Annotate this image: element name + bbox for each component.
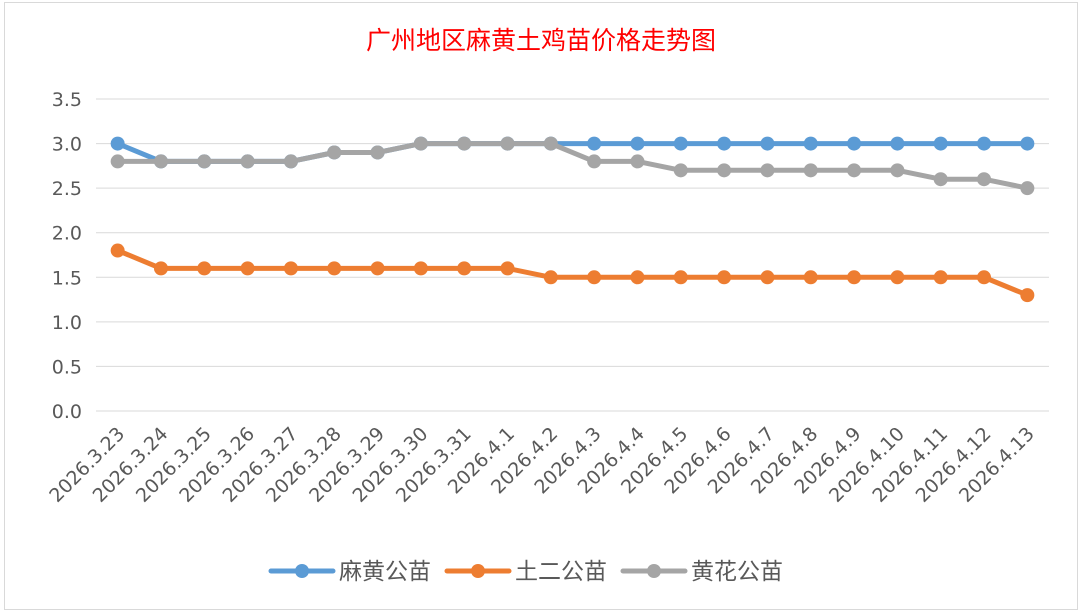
data-point bbox=[1020, 288, 1035, 303]
data-point bbox=[197, 261, 212, 276]
y-tick-label: 1.5 bbox=[52, 267, 82, 289]
data-point bbox=[500, 261, 515, 276]
legend-item: 黄花公苗 bbox=[620, 559, 783, 585]
legend-label: 土二公苗 bbox=[515, 559, 607, 585]
data-point bbox=[457, 136, 472, 151]
data-point bbox=[760, 270, 775, 285]
data-point bbox=[977, 172, 992, 187]
data-point bbox=[500, 136, 515, 151]
data-point bbox=[587, 154, 602, 169]
chart-title: 广州地区麻黄土鸡苗价格走势图 bbox=[366, 26, 716, 55]
data-point bbox=[413, 136, 428, 151]
x-axis: 2026.3.232026.3.242026.3.252026.3.262026… bbox=[45, 423, 1039, 507]
series-line bbox=[115, 141, 1030, 191]
data-point bbox=[977, 270, 992, 285]
chart-frame: 广州地区麻黄土鸡苗价格走势图 0.0 0.5 1.0 1.5 2.0 2.5 3.0 3.5 … bbox=[4, 2, 1078, 610]
line-chart: 广州地区麻黄土鸡苗价格走势图 0.00.51.01.52.02.53.03.5 … bbox=[45, 26, 1049, 585]
data-point bbox=[890, 136, 905, 151]
y-tick-label: 0.5 bbox=[52, 356, 82, 378]
legend-swatch-marker bbox=[647, 564, 661, 578]
data-point bbox=[760, 163, 775, 178]
y-axis: 0.0 0.5 1.0 1.5 2.0 2.5 3.0 3.5 bbox=[52, 89, 82, 423]
y-tick-label: 2.5 bbox=[52, 178, 82, 200]
grid-lines bbox=[96, 98, 1049, 412]
data-point bbox=[847, 270, 862, 285]
data-point bbox=[803, 163, 818, 178]
data-point bbox=[673, 270, 688, 285]
y-tick-label: 3.0 bbox=[52, 134, 82, 156]
data-point bbox=[240, 261, 255, 276]
data-point bbox=[933, 270, 948, 285]
legend: 麻黄公苗 土二公苗 黄花公苗 bbox=[268, 559, 783, 585]
data-point bbox=[1020, 181, 1035, 196]
legend-swatch-marker bbox=[471, 564, 485, 578]
data-point bbox=[630, 270, 645, 285]
data-point bbox=[413, 261, 428, 276]
series-1 bbox=[110, 243, 1035, 303]
data-point bbox=[197, 154, 212, 169]
legend-label: 麻黄公苗 bbox=[339, 559, 431, 585]
data-point bbox=[153, 261, 168, 276]
data-point bbox=[630, 154, 645, 169]
data-point bbox=[587, 270, 602, 285]
y-tick-label: 1.0 bbox=[52, 312, 82, 334]
data-point bbox=[110, 136, 125, 151]
data-point bbox=[327, 261, 342, 276]
data-point bbox=[933, 172, 948, 187]
series-2 bbox=[110, 136, 1035, 196]
data-point bbox=[110, 243, 125, 258]
series-line bbox=[115, 248, 1030, 298]
data-point bbox=[933, 136, 948, 151]
data-point bbox=[283, 154, 298, 169]
data-point bbox=[673, 163, 688, 178]
y-tick-label: 3.5 bbox=[52, 89, 82, 111]
data-point bbox=[890, 270, 905, 285]
data-point bbox=[110, 154, 125, 169]
data-point bbox=[543, 270, 558, 285]
data-point bbox=[717, 270, 732, 285]
data-point bbox=[587, 136, 602, 151]
data-point bbox=[847, 163, 862, 178]
data-point bbox=[977, 136, 992, 151]
data-point bbox=[847, 136, 862, 151]
data-point bbox=[673, 136, 688, 151]
data-point bbox=[717, 163, 732, 178]
legend-label: 黄花公苗 bbox=[691, 559, 783, 585]
y-tick-label: 2.0 bbox=[52, 223, 82, 245]
data-point bbox=[543, 136, 558, 151]
data-point bbox=[630, 136, 645, 151]
legend-item: 土二公苗 bbox=[444, 559, 607, 585]
data-point bbox=[457, 261, 472, 276]
data-point bbox=[717, 136, 732, 151]
data-point bbox=[327, 145, 342, 160]
data-point bbox=[370, 145, 385, 160]
y-tick-label: 0.0 bbox=[52, 401, 82, 423]
data-point bbox=[283, 261, 298, 276]
legend-item: 麻黄公苗 bbox=[268, 559, 431, 585]
data-point bbox=[1020, 136, 1035, 151]
data-point bbox=[370, 261, 385, 276]
legend-swatch-marker bbox=[295, 564, 309, 578]
data-point bbox=[890, 163, 905, 178]
data-point bbox=[803, 136, 818, 151]
series-lines bbox=[110, 136, 1035, 303]
data-point bbox=[153, 154, 168, 169]
data-point bbox=[240, 154, 255, 169]
data-point bbox=[803, 270, 818, 285]
data-point bbox=[760, 136, 775, 151]
